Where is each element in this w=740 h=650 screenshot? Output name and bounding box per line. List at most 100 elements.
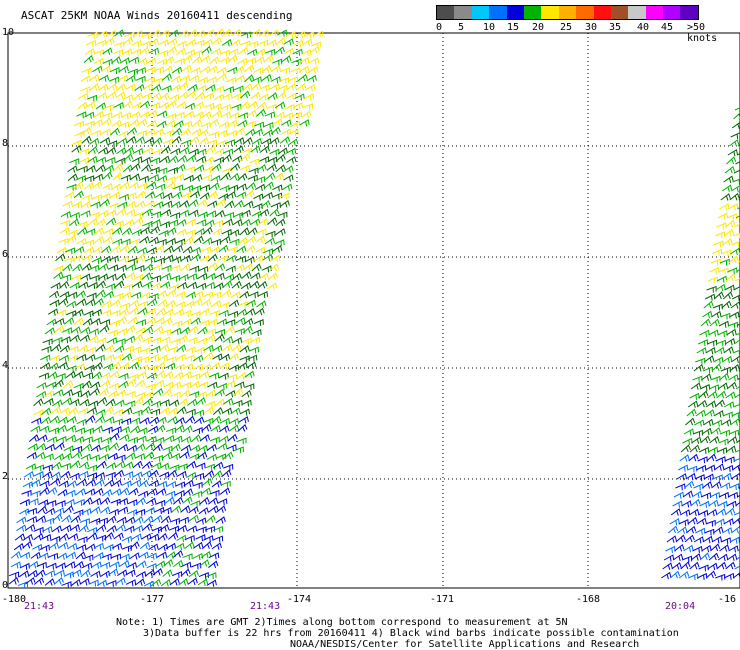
wind-barb [154, 191, 165, 200]
wind-barb [71, 390, 83, 398]
wind-barb [186, 38, 197, 47]
wind-barb [177, 334, 188, 343]
wind-barb [104, 354, 115, 362]
wind-barb [714, 399, 726, 408]
wind-barb [733, 169, 740, 174]
wind-barb [732, 572, 740, 579]
lon-label-177: -177 [140, 594, 165, 605]
wind-barb [144, 569, 156, 577]
wind-barb [52, 513, 63, 522]
wind-barb [164, 496, 175, 505]
wind-barb [32, 543, 43, 552]
wind-barb [162, 65, 173, 74]
wind-barb [83, 182, 95, 190]
wind-barb [77, 345, 89, 353]
wind-barb [26, 451, 38, 460]
wind-barb [84, 488, 96, 496]
colorbar-label: 35 [609, 22, 622, 33]
wind-barb [137, 118, 148, 127]
wind-barb [146, 435, 157, 444]
wind-barb [203, 291, 214, 299]
wind-barb [279, 136, 291, 144]
wind-barb [112, 418, 123, 426]
wind-barb [175, 301, 186, 309]
wind-barb [171, 256, 182, 264]
wind-barb [689, 444, 700, 453]
wind-barb [712, 474, 723, 482]
wind-barb [174, 489, 185, 498]
wind-barb [259, 84, 270, 92]
wind-barb [198, 572, 210, 579]
wind-barb [53, 507, 65, 515]
wind-barb [126, 378, 137, 387]
wind-barb [210, 47, 222, 56]
wind-barb [136, 190, 147, 199]
wind-barb [21, 489, 32, 497]
wind-barb [726, 381, 737, 390]
wind-barb [239, 164, 251, 172]
wind-barb [719, 372, 730, 381]
wind-barb [143, 580, 155, 588]
wind-barb [676, 473, 687, 481]
wind-barb [43, 397, 54, 406]
wind-barb [159, 462, 170, 470]
wind-barb [109, 432, 120, 441]
wind-barb [308, 57, 320, 65]
wind-barb [729, 192, 740, 201]
wind-barb [286, 83, 297, 91]
wind-barb [219, 184, 230, 192]
lon-label-16: -16 [718, 594, 737, 605]
wind-barb [198, 370, 210, 379]
wind-barb [106, 579, 117, 587]
wind-barb [311, 41, 322, 49]
wind-barb [119, 57, 130, 65]
wind-barb [283, 112, 294, 120]
wind-barb [165, 237, 177, 246]
wind-barb [73, 509, 84, 517]
wind-barb [80, 273, 91, 281]
wind-barb [255, 108, 267, 117]
wind-barb [299, 65, 310, 74]
wind-barb [167, 167, 178, 174]
wind-barb [125, 263, 137, 271]
wind-barb [89, 387, 100, 396]
wind-barb [234, 127, 245, 136]
wind-barb [67, 173, 78, 181]
wind-barb [197, 76, 209, 84]
wind-barb [161, 264, 172, 272]
wind-barb [117, 328, 128, 336]
wind-barb [170, 200, 181, 209]
wind-barb [62, 397, 73, 405]
wind-barb [246, 361, 257, 370]
wind-barb [218, 121, 230, 129]
wind-barb [728, 203, 739, 211]
wind-barb [104, 37, 115, 45]
wind-barb [119, 426, 130, 434]
wind-barb [277, 147, 289, 155]
wind-barb [192, 552, 204, 561]
wind-barb [115, 83, 127, 92]
wind-barb [253, 255, 264, 263]
wind-barb [290, 120, 301, 129]
wind-barb [273, 172, 284, 181]
lon-label-168: -168 [576, 594, 601, 605]
wind-barb [733, 112, 740, 120]
wind-barb [725, 561, 736, 570]
wind-barb [734, 107, 740, 111]
wind-barb [125, 83, 136, 91]
wind-barb [131, 39, 142, 48]
wind-barb [156, 416, 167, 425]
wind-barb [313, 30, 324, 38]
wind-barb [181, 309, 192, 317]
wind-barb [721, 184, 733, 192]
wind-barb [88, 328, 99, 336]
wind-barb [89, 137, 100, 146]
wind-barb [283, 47, 295, 56]
wind-barb [148, 543, 159, 551]
wind-barb [43, 517, 55, 525]
wind-barb [101, 117, 112, 126]
wind-barb [192, 49, 203, 57]
wind-barb [120, 174, 131, 182]
wind-barb [94, 471, 106, 480]
wind-barb [122, 48, 133, 56]
